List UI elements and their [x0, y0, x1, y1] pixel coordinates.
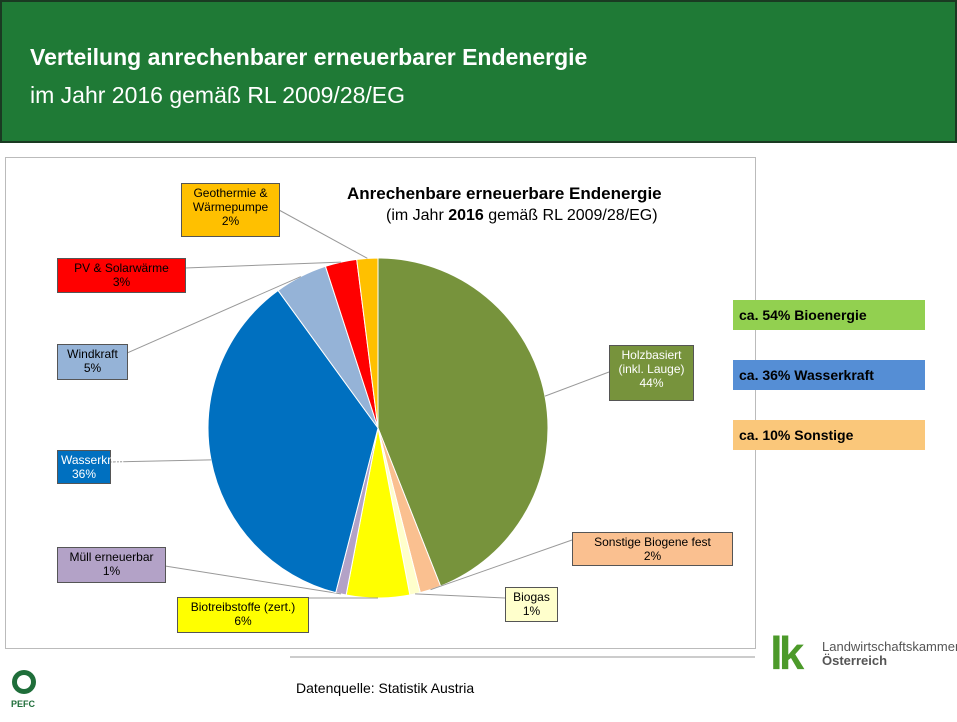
slice-value: 1% — [102, 564, 121, 578]
header — [0, 0, 957, 143]
slice-value: 1% — [522, 604, 541, 618]
pie-slice — [207, 289, 379, 594]
logo-text: Landwirtschaftskammer — [822, 639, 957, 654]
chart-title: Anrechenbare erneuerbare Endenergie — [347, 184, 662, 203]
subtitle-part: gemäß RL 2009/28/EG) — [483, 207, 658, 224]
annotation: ca. 54% Bioenergie — [733, 300, 925, 330]
leader-line — [126, 276, 302, 354]
slice-label: PV & Solarwärme 3% — [57, 258, 186, 293]
slice-name: PV & Solarwärme — [74, 261, 169, 275]
slice-label: Sonstige Biogene fest 2% — [572, 532, 733, 566]
logo-mark: lk — [770, 627, 804, 679]
slice-label: Geothermie & Wärmepumpe 2% — [181, 183, 280, 237]
slice-label: Holzbasiert (inkl. Lauge) 44% — [609, 345, 694, 401]
pefc-logo-inner — [17, 675, 31, 689]
slice-name: Sonstige Biogene fest — [594, 535, 711, 549]
slice-name: Wasserkraft — [61, 453, 125, 467]
leader-line — [164, 565, 341, 595]
slice-label: Biotreibstoffe (zert.) 6% — [177, 597, 309, 633]
slide-title: Verteilung anrechenbarer erneuerbarer En… — [30, 44, 588, 70]
pie-slice — [377, 257, 549, 587]
chart-subtitle: (im Jahr 2016 gemäß RL 2009/28/EG) — [386, 207, 658, 225]
leader-line — [544, 371, 610, 397]
slice-value: 2% — [221, 214, 240, 228]
annotation: ca. 36% Wasserkraft — [733, 360, 925, 390]
slice-name: Holzbasiert (inkl. Lauge) — [618, 348, 685, 376]
slice-value: 36% — [71, 467, 97, 481]
slice-value: 6% — [234, 614, 252, 628]
leader-line — [430, 539, 573, 591]
logo-text: Österreich — [822, 653, 888, 668]
slice-name: Windkraft — [67, 347, 118, 361]
slice-value: 2% — [643, 549, 662, 563]
pefc-text: PEFC — [11, 699, 36, 709]
annotation: ca. 10% Sonstige — [733, 420, 925, 450]
subtitle-part: (im Jahr — [386, 207, 449, 224]
slice-name: Müll erneuerbar — [69, 550, 154, 564]
leader-line — [415, 593, 506, 599]
slice-value: 44% — [639, 376, 664, 390]
leader-line — [184, 261, 341, 269]
slice-value: 5% — [83, 361, 102, 375]
subtitle-year: 2016 — [448, 207, 484, 224]
slice-name: Geothermie & Wärmepumpe — [192, 186, 269, 214]
slice-name: Biotreibstoffe (zert.) — [190, 600, 296, 614]
source: Datenquelle: Statistik Austria — [296, 680, 475, 696]
slice-label: Müll erneuerbar 1% — [57, 547, 166, 583]
slice-label: Biogas 1% — [505, 587, 558, 622]
slice-label: Windkraft 5% — [57, 344, 128, 380]
slice-name: Biogas — [513, 590, 550, 604]
slide-subtitle: im Jahr 2016 gemäß RL 2009/28/EG — [30, 82, 406, 108]
leader-line — [278, 209, 368, 259]
leader-line — [109, 459, 212, 463]
slice-value: 3% — [112, 275, 131, 289]
slice-label: Wasserkraft 36% — [57, 450, 125, 484]
